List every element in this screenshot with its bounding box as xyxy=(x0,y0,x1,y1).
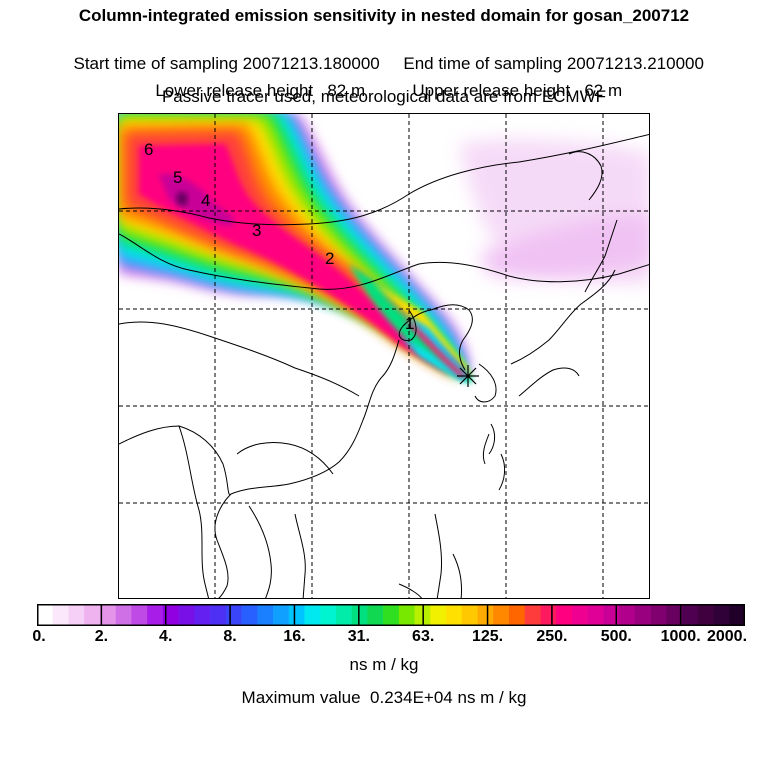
plume-field xyxy=(119,114,472,384)
colorbar-cell xyxy=(320,604,337,626)
colorbar-tick-label: 125. xyxy=(471,628,504,645)
plume-label-6: 6 xyxy=(144,140,153,159)
colorbar-units: ns m / kg xyxy=(349,655,419,674)
end-time-label: End time of sampling xyxy=(403,54,563,73)
sensitivity-map: 1 2 3 4 5 6 xyxy=(118,113,650,599)
lower-release-label: Lower release height xyxy=(155,81,314,100)
colorbar-cell xyxy=(509,604,526,626)
colorbar-cell xyxy=(241,604,258,626)
colorbar-cell xyxy=(619,604,636,626)
plume-label-2: 2 xyxy=(325,249,334,268)
faint-plume-east xyxy=(459,139,649,284)
colorbar-cell xyxy=(99,604,116,626)
colorbar-tick-label: 31. xyxy=(347,628,370,645)
maximum-value: Maximum value 0.234E+04 ns m / kg xyxy=(0,688,768,708)
colorbar-cell xyxy=(540,604,557,626)
colorbar-tick-label: 2. xyxy=(94,628,109,645)
colorbar-cell xyxy=(273,604,290,626)
release-heights: Lower release height 82 m Upper release … xyxy=(0,61,768,101)
colorbar-cell xyxy=(713,604,730,626)
colorbar-cell xyxy=(398,604,415,626)
plume-label-4: 4 xyxy=(201,191,210,210)
plume-label-5: 5 xyxy=(173,168,182,187)
colorbar-cell xyxy=(697,604,714,626)
colorbar-cell xyxy=(587,604,604,626)
colorbar-cell xyxy=(556,604,573,626)
colorbar-cell xyxy=(131,604,148,626)
colorbar-tick-label: 8. xyxy=(223,628,237,645)
colorbar-cell xyxy=(304,604,321,626)
coastlines xyxy=(119,133,649,598)
colorbar-cell xyxy=(461,604,478,626)
plot-subtitle: Passive tracer used, meteorological data… xyxy=(161,87,607,106)
colorbar-cell xyxy=(147,604,164,626)
start-time-value: 20071213.180000 xyxy=(242,54,380,73)
end-time-value: 20071213.210000 xyxy=(566,54,704,73)
colorbar-cell xyxy=(288,604,305,626)
lower-release-value: 82 m xyxy=(327,81,366,100)
colorbar-cell xyxy=(194,604,211,626)
colorbar-cell xyxy=(493,604,510,626)
colorbar-cell xyxy=(603,604,620,626)
colorbar-cell xyxy=(178,604,195,626)
plume-label-3: 3 xyxy=(252,221,261,240)
lat-lon-grid xyxy=(119,114,649,598)
colorbar-cell xyxy=(430,604,447,626)
colorbar-cell xyxy=(115,604,132,626)
sampling-times: Start time of sampling 20071213.180000 E… xyxy=(0,34,768,74)
colorbar-cell xyxy=(351,604,368,626)
plot-title: Column-integrated emission sensitivity i… xyxy=(78,6,690,25)
colorbar-cell xyxy=(210,604,227,626)
colorbar-cell xyxy=(524,604,541,626)
colorbar-cell xyxy=(650,604,667,626)
plume-label-1: 1 xyxy=(405,314,414,333)
colorbar-tick-label: 2000. xyxy=(706,628,748,645)
colorbar-tick-label: 0. xyxy=(32,628,46,645)
colorbar xyxy=(37,604,745,626)
colorbar-cell xyxy=(729,604,745,626)
colorbar-cell xyxy=(634,604,651,626)
receptor-star-icon xyxy=(457,365,479,387)
colorbar-cell xyxy=(682,604,699,626)
colorbar-outline xyxy=(37,604,745,626)
colorbar-cell xyxy=(68,604,85,626)
colorbar-cell xyxy=(571,604,588,626)
start-time-label: Start time of sampling xyxy=(73,54,238,73)
colorbar-cell xyxy=(666,604,683,626)
colorbar-cell xyxy=(257,604,274,626)
max-value-label: Maximum value xyxy=(241,688,361,707)
colorbar-cell xyxy=(162,604,179,626)
colorbar-cell xyxy=(477,604,494,626)
colorbar-tick-label: 1000. xyxy=(660,628,701,645)
colorbar-cell xyxy=(37,604,54,626)
colorbar-cell xyxy=(84,604,101,626)
max-value-number: 0.234E+04 ns m / kg xyxy=(370,688,527,707)
map-svg: 1 2 3 4 5 6 xyxy=(119,114,649,598)
colorbar-tick-label: 4. xyxy=(159,628,173,645)
colorbar-cell xyxy=(52,604,69,626)
colorbar-cell xyxy=(225,604,242,626)
colorbar-cell xyxy=(383,604,400,626)
upper-release-value: 62 m xyxy=(584,81,623,100)
colorbar-tick-label: 16. xyxy=(283,628,306,645)
colorbar-tick-label: 500. xyxy=(600,628,632,645)
colorbar-tick-label: 63. xyxy=(412,628,435,645)
plume-day-labels: 1 2 3 4 5 6 xyxy=(144,140,414,333)
colorbar-tick-label: 250. xyxy=(536,628,568,645)
colorbar-cell xyxy=(367,604,384,626)
colorbar-cell xyxy=(335,604,352,626)
upper-release-label: Upper release height xyxy=(412,81,571,100)
colorbar-cell xyxy=(446,604,463,626)
